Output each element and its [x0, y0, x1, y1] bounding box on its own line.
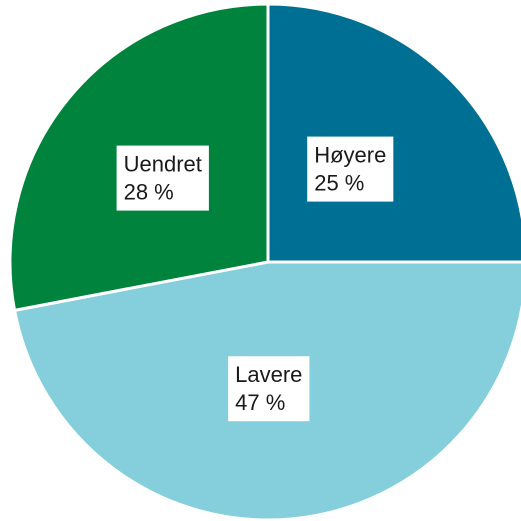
value-label: 47 % — [235, 390, 285, 415]
label-box — [307, 136, 394, 202]
label-box — [228, 356, 310, 422]
slice-label: Høyere 25 % — [307, 136, 394, 202]
slice-label: Lavere 47 % — [228, 356, 310, 422]
pie-slice — [266, 2, 521, 264]
label-box — [116, 145, 209, 211]
category-label: Høyere — [314, 143, 386, 168]
category-label: Uendret — [124, 152, 202, 177]
value-label: 25 % — [314, 171, 364, 196]
slice-label: Uendret 28 % — [116, 145, 209, 211]
category-label: Lavere — [235, 362, 302, 387]
value-label: 28 % — [124, 180, 174, 205]
